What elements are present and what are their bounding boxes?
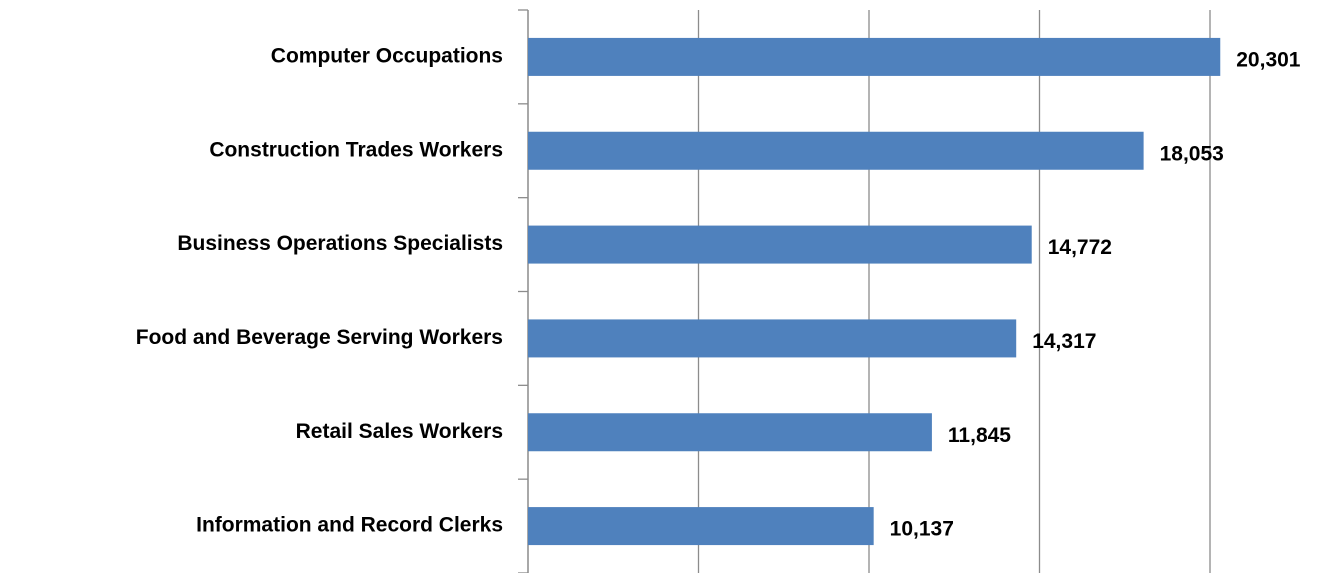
y-tick-label: Construction Trades Workers: [209, 138, 503, 161]
bar: [528, 319, 1017, 358]
y-tick-label: Business Operations Specialists: [177, 232, 503, 255]
bar: [528, 507, 874, 546]
data-label: 14,317: [1032, 330, 1096, 353]
data-label: 20,301: [1236, 48, 1301, 71]
y-tick-label: Retail Sales Workers: [296, 420, 503, 443]
data-label: 14,772: [1048, 236, 1112, 259]
data-label: 10,137: [890, 518, 954, 541]
data-label: 18,053: [1160, 142, 1224, 165]
bar: [528, 37, 1221, 76]
y-tick-label: Computer Occupations: [271, 44, 503, 67]
bar: [528, 131, 1144, 170]
y-tick-label: Food and Beverage Serving Workers: [136, 326, 503, 349]
bar: [528, 225, 1032, 264]
bar: [528, 413, 932, 452]
data-label: 11,845: [948, 424, 1011, 447]
y-tick-label: Information and Record Clerks: [196, 514, 503, 537]
